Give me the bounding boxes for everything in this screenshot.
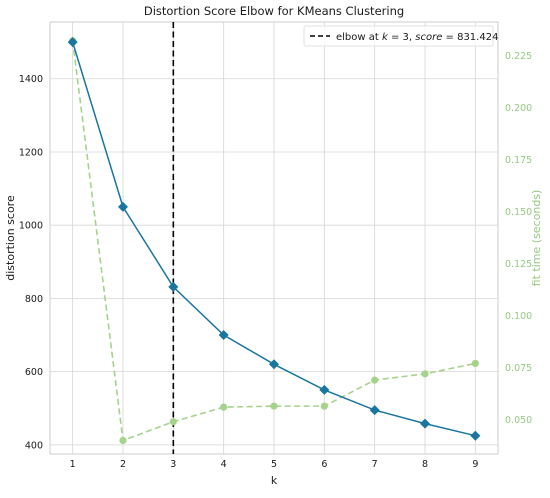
y-right-tick-label: 0.050 <box>505 415 532 426</box>
y-axis-label: distortion score <box>4 195 17 281</box>
legend: elbow at k = 3, score = 831.424 <box>303 25 498 47</box>
x-tick-label: 3 <box>170 459 176 470</box>
y-right-tick-label: 0.150 <box>505 207 532 218</box>
fit-time-point <box>421 370 429 378</box>
y-right-tick-label: 0.200 <box>505 103 532 114</box>
y-right-axis-label: fit time (seconds) <box>530 190 543 287</box>
y-right-tick-label: 0.125 <box>505 259 532 270</box>
chart-title: Distortion Score Elbow for KMeans Cluste… <box>144 4 404 18</box>
grid <box>50 22 498 454</box>
x-tick-label: 5 <box>271 459 277 470</box>
y-tick-label: 1000 <box>19 221 43 232</box>
fit-time-point <box>119 436 127 445</box>
distortion-point <box>218 330 229 341</box>
y-tick-label: 800 <box>25 294 43 305</box>
distortion-point <box>470 430 481 441</box>
y-tick-label: 600 <box>25 367 43 378</box>
x-tick-label: 2 <box>120 459 126 470</box>
fit-time-point <box>169 418 177 426</box>
y-tick-label: 1400 <box>19 74 43 85</box>
y-right-tick-label: 0.075 <box>505 363 532 374</box>
y-tick-label: 400 <box>25 440 43 451</box>
y-tick-labels: 400 600 800 1000 1200 1400 <box>19 74 43 451</box>
x-tick-label: 8 <box>422 459 428 470</box>
x-tick-label: 6 <box>321 459 327 470</box>
x-axis-label: k <box>271 474 278 487</box>
plot-area <box>49 21 499 455</box>
y-right-tick-label: 0.175 <box>505 155 532 166</box>
fit-time-point <box>471 359 479 368</box>
x-tick-label: 1 <box>70 459 76 470</box>
distortion-point <box>269 359 279 370</box>
y-right-tick-label: 0.100 <box>505 311 532 322</box>
distortion-point <box>67 37 78 48</box>
fit-time-line <box>71 40 476 442</box>
distortion-point <box>168 281 179 292</box>
legend-box <box>303 25 494 47</box>
distortion-point <box>117 201 128 212</box>
distortion-point <box>319 384 330 395</box>
y-right-tick-labels: 0.050 0.075 0.100 0.125 0.150 0.175 0.200 0.225 <box>505 51 532 426</box>
x-tick-label: 7 <box>372 459 378 470</box>
series-group <box>67 37 481 445</box>
fit-time-point <box>320 402 328 410</box>
y-right-tick-label: 0.225 <box>505 51 532 62</box>
x-tick-label: 4 <box>221 459 227 470</box>
y-tick-label: 1200 <box>19 147 43 158</box>
legend-elbow-label: elbow at k = 3, score = 831.424 <box>336 32 498 43</box>
distortion-point <box>420 418 431 429</box>
distortion-point <box>369 405 380 416</box>
x-tick-label: 9 <box>472 459 478 470</box>
fit-time-point <box>270 402 278 410</box>
x-tick-labels: 1 2 3 4 5 6 7 8 9 <box>70 459 479 470</box>
fit-time-point <box>371 376 379 384</box>
fit-time-point <box>220 403 228 411</box>
